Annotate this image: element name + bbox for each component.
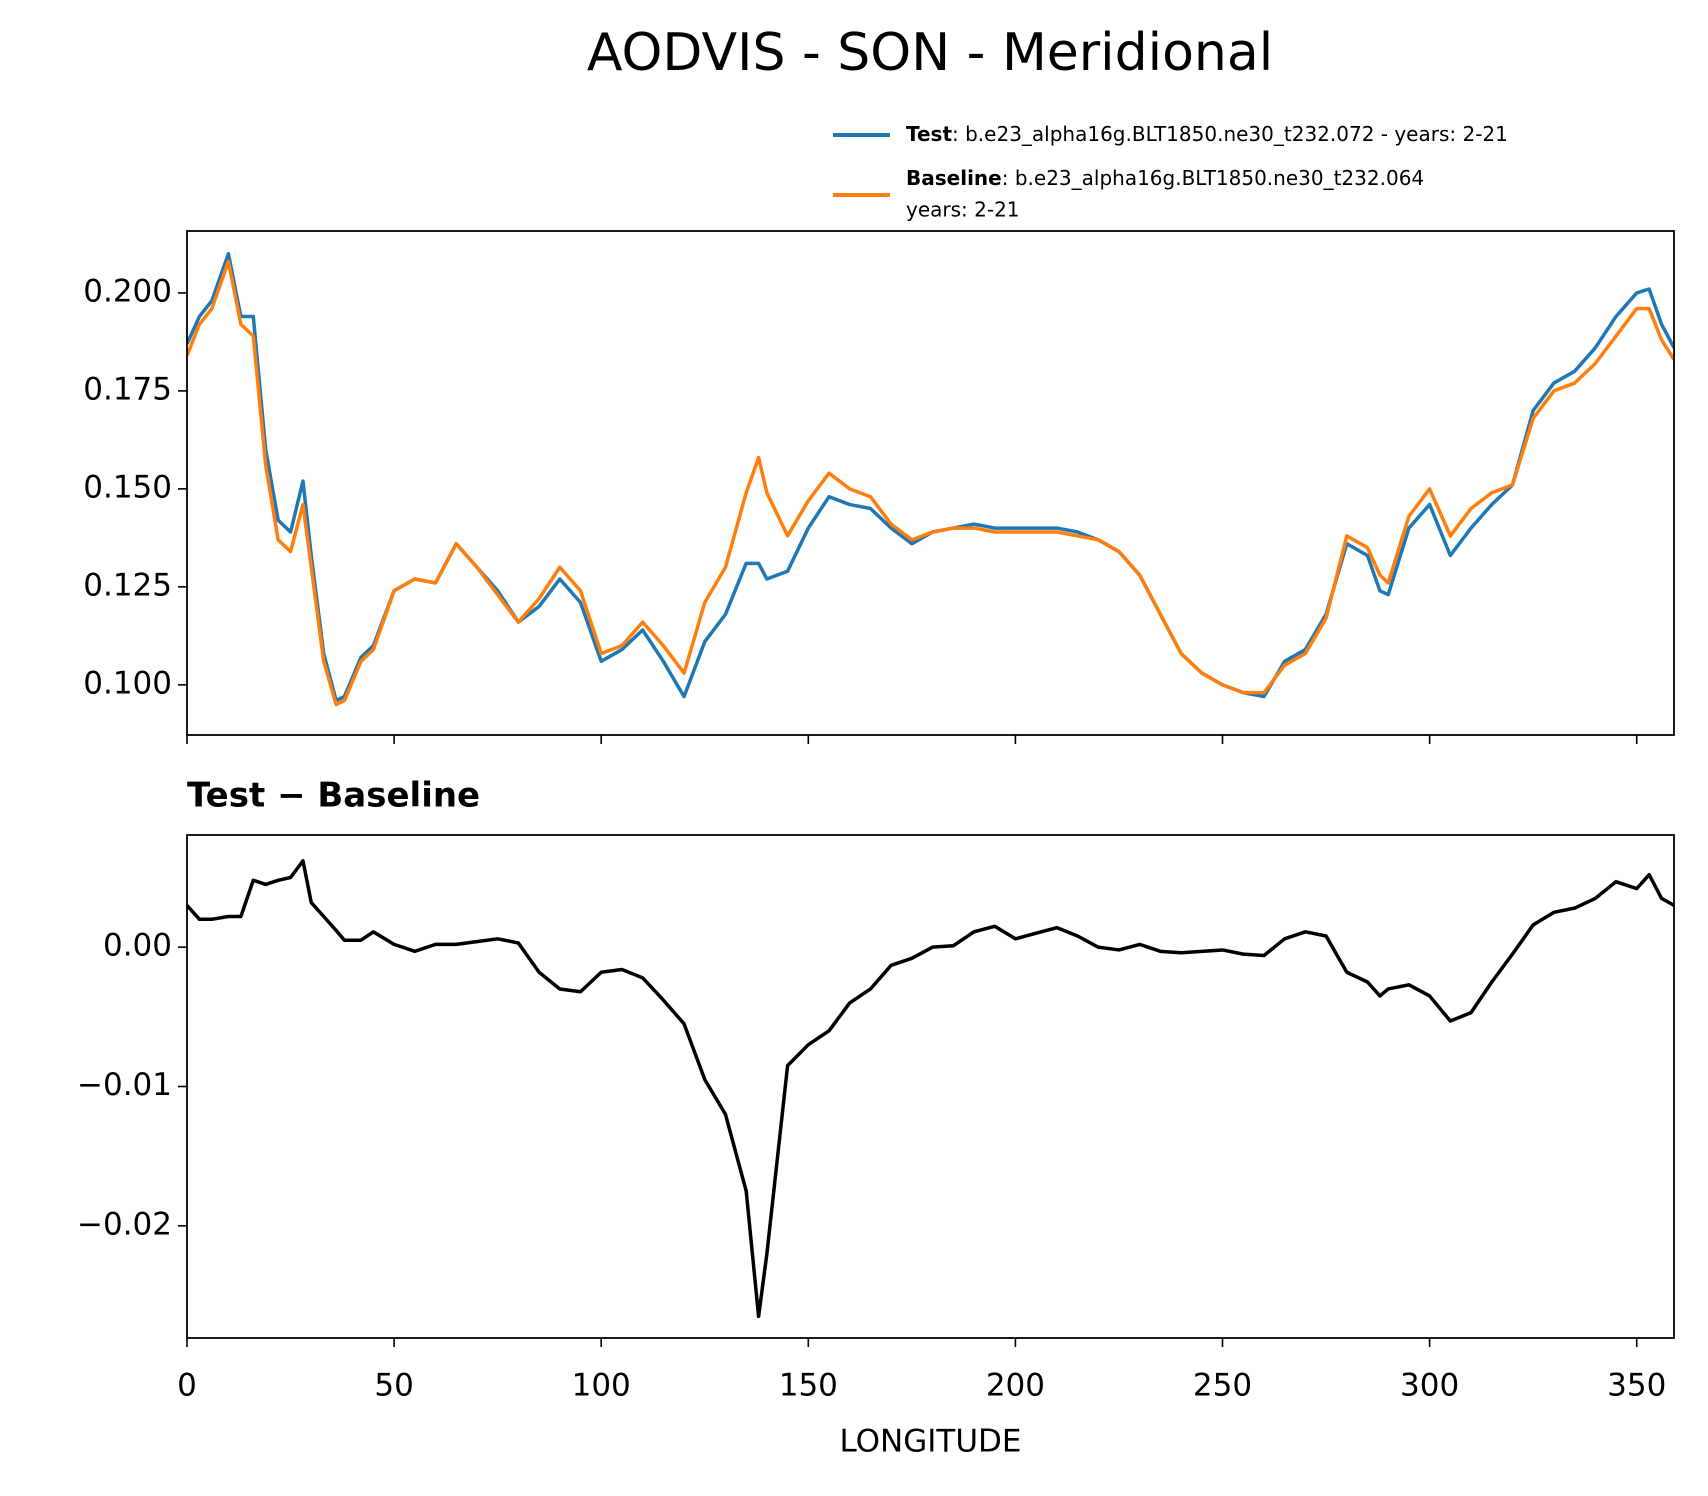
x-axis-label: LONGITUDE xyxy=(839,1424,1021,1460)
y-tick-label: 0.150 xyxy=(83,469,172,505)
x-tick-label: 300 xyxy=(1400,1368,1459,1404)
legend-name: Baseline xyxy=(906,166,1002,190)
data-line xyxy=(187,259,1674,707)
data-line xyxy=(187,251,1674,703)
legend-case: : b.e23_alpha16g.BLT1850.ne30_t232.072 -… xyxy=(952,122,1508,146)
figure-title: AODVIS - SON - Meridional xyxy=(587,23,1273,83)
subplot-title: Test − Baseline xyxy=(187,776,480,816)
x-tick-label: 250 xyxy=(1193,1368,1252,1404)
x-tick-label: 50 xyxy=(374,1368,413,1404)
y-tick-label: 0.125 xyxy=(83,567,172,603)
plot-frame xyxy=(186,834,1675,1339)
y-tick-label: −0.02 xyxy=(77,1206,172,1242)
y-tick-label: 0.175 xyxy=(83,371,172,407)
x-tick-label: 0 xyxy=(177,1368,197,1404)
x-tick-label: 350 xyxy=(1607,1368,1666,1404)
y-tick-label: 0.100 xyxy=(83,665,172,701)
y-tick-label: 0.00 xyxy=(103,928,172,964)
x-tick-label: 100 xyxy=(572,1368,631,1404)
legend-label: Baseline: b.e23_alpha16g.BLT1850.ne30_t2… xyxy=(906,166,1424,190)
legend-case: years: 2-21 xyxy=(906,198,1020,222)
legend-name: Test xyxy=(906,122,952,146)
x-tick-label: 200 xyxy=(986,1368,1045,1404)
legend-label: Test: b.e23_alpha16g.BLT1850.ne30_t232.0… xyxy=(906,122,1508,146)
x-tick-label: 150 xyxy=(779,1368,838,1404)
plot-frame xyxy=(186,230,1675,736)
y-tick-label: −0.01 xyxy=(77,1067,172,1103)
legend-case: : b.e23_alpha16g.BLT1850.ne30_t232.064 xyxy=(1002,166,1424,190)
data-line xyxy=(187,859,1674,1319)
y-tick-label: 0.200 xyxy=(83,273,172,309)
